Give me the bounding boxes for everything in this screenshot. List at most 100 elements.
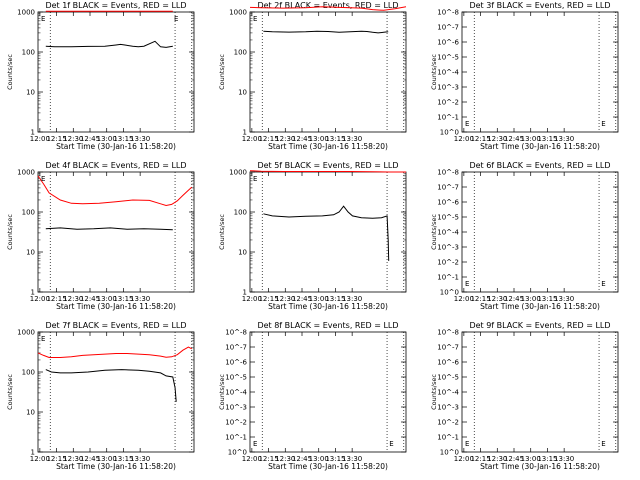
panel-det-1: Det 1f BLACK = Events, RED = LLD12:0012:… [6,1,195,151]
x-tick-label: 13:15 [325,295,345,303]
annotation-marker: E [465,440,469,448]
plot-frame [37,331,195,453]
x-tick-label: 12:45 [80,295,100,303]
y-tick-label: 10^0 [228,449,247,457]
panel-det-8: Det 8f BLACK = Events, RED = LLD12:0012:… [218,321,407,471]
x-tick-label: 13:15 [113,455,133,463]
series-events-line [45,40,173,48]
panel-title: Det 3f BLACK = Events, RED = LLD [469,1,610,10]
x-tick-label: 13:30 [342,135,362,143]
x-tick-label: 13:00 [521,455,541,463]
x-tick-label: 12:45 [504,135,524,143]
x-tick-label: 12:30 [63,455,83,463]
x-tick-label: 12:30 [275,295,295,303]
x-tick-label: 12:15 [470,455,490,463]
y-tick-label: 10^-7 [437,344,459,352]
panel-title: Det 6f BLACK = Events, RED = LLD [469,161,610,170]
y-tick-label: 10 [238,249,247,257]
y-axis-label: Counts/sec [6,374,14,410]
y-tick-label: 1000 [229,9,247,17]
x-tick-label: 12:30 [487,455,507,463]
plot-frame [249,11,407,133]
y-tick-label: 10^-7 [225,344,247,352]
plot-frame [37,11,195,133]
y-tick-label: 10^-5 [437,374,459,382]
y-axis-label: Counts/sec [218,214,226,250]
y-tick-label: 10^-2 [437,99,459,107]
x-axis-label: Start Time (30-Jan-16 11:58:20) [480,302,600,311]
x-tick-label: 13:00 [97,135,117,143]
y-tick-label: 100 [234,49,247,57]
y-tick-label: 1 [243,289,247,297]
annotation-marker: E [601,280,605,288]
x-tick-label: 12:45 [292,455,312,463]
x-tick-label: 13:30 [554,455,574,463]
y-tick-label: 10^-4 [437,389,459,397]
x-tick-label: 12:15 [46,295,66,303]
y-tick-label: 10^-1 [225,434,247,442]
panel-det-9: Det 9f BLACK = Events, RED = LLD12:0012:… [430,321,619,471]
panel-title: Det 4f BLACK = Events, RED = LLD [45,161,186,170]
y-tick-label: 10^0 [440,289,459,297]
x-tick-label: 12:00 [30,455,50,463]
x-tick-label: 13:30 [130,295,150,303]
x-tick-label: 13:15 [537,135,557,143]
y-tick-label: 100 [22,49,35,57]
x-tick-label: 12:30 [487,135,507,143]
y-tick-label: 10^0 [440,129,459,137]
y-tick-label: 10^-2 [225,419,247,427]
x-tick-label: 12:00 [242,455,262,463]
annotation-marker: E [253,440,257,448]
x-tick-label: 12:30 [275,455,295,463]
annotation-marker: E [465,120,469,128]
x-tick-label: 13:15 [325,455,345,463]
annotation-marker: E [253,175,257,183]
x-axis-label: Start Time (30-Jan-16 11:58:20) [268,302,388,311]
y-tick-label: 10^-6 [225,359,247,367]
y-tick-label: 10^-8 [437,329,459,337]
x-tick-label: 13:15 [113,295,133,303]
x-tick-label: 12:45 [292,135,312,143]
x-tick-label: 13:30 [130,135,150,143]
y-tick-label: 10^-5 [437,214,459,222]
y-tick-label: 10^-1 [437,434,459,442]
y-tick-label: 10^-8 [225,329,247,337]
series-lld-line [249,6,407,11]
x-axis-label: Start Time (30-Jan-16 11:58:20) [56,302,176,311]
x-tick-label: 13:30 [130,455,150,463]
series-lld-line [37,346,193,358]
y-tick-label: 10^-7 [437,184,459,192]
y-tick-label: 1000 [17,9,35,17]
y-tick-label: 1 [243,129,247,137]
y-axis-label: Counts/sec [6,54,14,90]
x-tick-label: 12:15 [470,135,490,143]
y-tick-label: 10^-5 [225,374,247,382]
x-tick-label: 12:45 [80,455,100,463]
annotation-marker: E [601,120,605,128]
y-axis-label: Counts/sec [218,54,226,90]
x-tick-label: 12:30 [487,295,507,303]
y-axis-label: Counts/sec [6,214,14,250]
annotation-marker: E [389,440,393,448]
y-tick-label: 10^-8 [437,169,459,177]
y-axis-label: Counts/sec [430,374,438,410]
y-tick-label: 10^-2 [437,419,459,427]
y-tick-label: 10 [238,89,247,97]
x-tick-label: 12:00 [30,295,50,303]
x-tick-label: 13:00 [97,295,117,303]
series-lld-line [37,175,193,207]
x-tick-label: 12:45 [292,295,312,303]
x-tick-label: 13:15 [537,455,557,463]
annotation-marker: E [601,440,605,448]
panel-title: Det 5f BLACK = Events, RED = LLD [257,161,398,170]
panel-title: Det 1f BLACK = Events, RED = LLD [45,1,186,10]
x-tick-label: 12:45 [504,455,524,463]
y-tick-label: 1000 [17,169,35,177]
x-tick-label: 12:15 [258,455,278,463]
x-tick-label: 12:15 [46,135,66,143]
y-tick-label: 100 [234,209,247,217]
x-tick-label: 12:30 [275,135,295,143]
y-tick-label: 10^-5 [437,54,459,62]
x-tick-label: 12:00 [454,455,474,463]
